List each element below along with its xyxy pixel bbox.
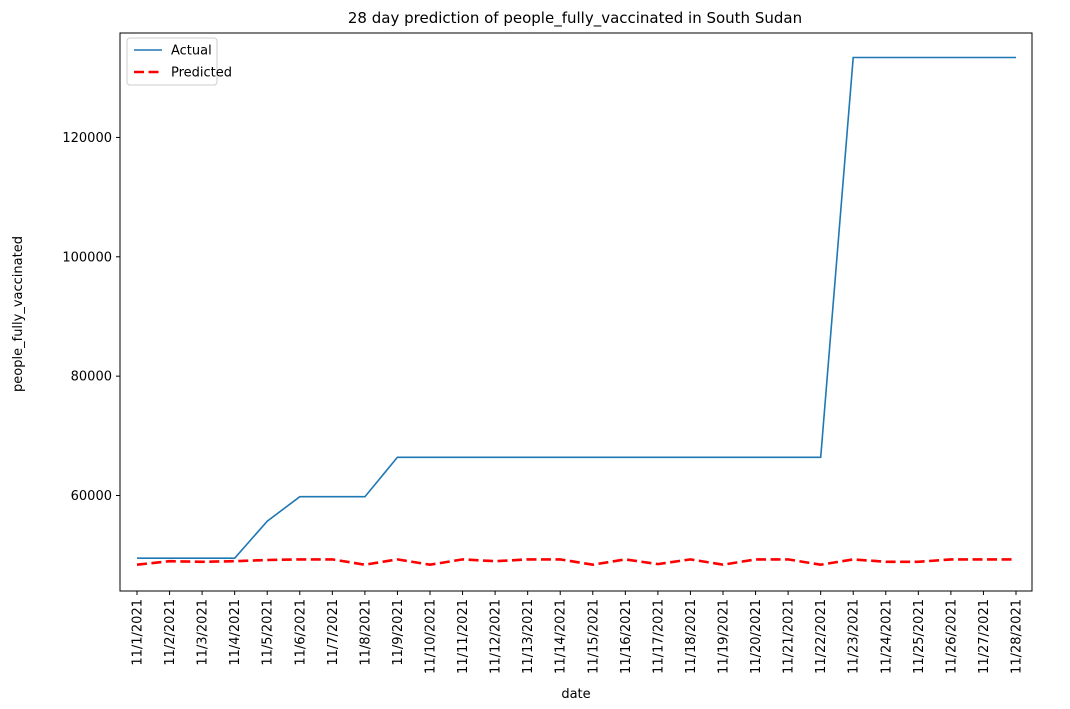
legend-label-actual: Actual [171,44,212,59]
x-tick-label: 11/17/2021 [651,599,666,674]
x-tick-label: 11/15/2021 [586,599,601,674]
chart-title: 28 day prediction of people_fully_vaccin… [348,9,802,28]
x-tick-label: 11/10/2021 [424,599,439,674]
y-tick-label: 80000 [71,370,112,385]
x-tick-label: 11/14/2021 [554,599,569,674]
x-tick-label: 11/26/2021 [944,599,959,674]
legend-label-predicted: Predicted [171,66,232,81]
series-line-predicted [136,558,1016,567]
series-line-actual [137,56,1016,560]
x-tick-label: 11/2/2021 [163,599,178,666]
x-tick-label: 11/6/2021 [293,599,308,666]
x-tick-label: 11/13/2021 [521,599,536,674]
x-tick-label: 11/18/2021 [684,599,699,674]
x-tick-label: 11/4/2021 [228,599,243,666]
x-tick-label: 11/28/2021 [1010,599,1025,674]
y-tick-label: 100000 [62,250,112,265]
x-axis: 11/1/2021 11/2/2021 11/3/2021 11/4/2021 11/5… [131,591,1025,674]
x-tick-label: 11/19/2021 [717,599,732,674]
x-tick-label: 11/21/2021 [782,599,797,674]
legend: Actual Predicted [126,37,232,86]
x-tick-label: 11/20/2021 [749,599,764,674]
y-axis: 60000 80000 100000 120000 [62,131,120,504]
x-tick-label: 11/1/2021 [131,599,146,666]
x-tick-label: 11/12/2021 [489,599,504,674]
x-tick-label: 11/3/2021 [196,599,211,666]
y-axis-label: people_fully_vaccinated [11,236,26,392]
x-tick-label: 11/5/2021 [261,599,276,666]
x-tick-label: 11/24/2021 [879,599,894,674]
plot-area [119,32,1033,592]
plot-frame [119,32,1033,592]
x-tick-label: 11/27/2021 [977,599,992,674]
x-axis-label: date [561,687,590,702]
x-tick-label: 11/16/2021 [619,599,634,674]
x-tick-label: 11/22/2021 [814,599,829,674]
x-tick-label: 11/9/2021 [391,599,406,666]
y-tick-label: 120000 [62,131,112,146]
x-tick-label: 11/25/2021 [912,599,927,674]
y-tick-label: 60000 [71,489,112,504]
x-tick-label: 11/11/2021 [456,599,471,674]
x-tick-label: 11/8/2021 [358,599,373,666]
x-tick-label: 11/7/2021 [326,599,341,666]
x-tick-label: 11/23/2021 [847,599,862,674]
